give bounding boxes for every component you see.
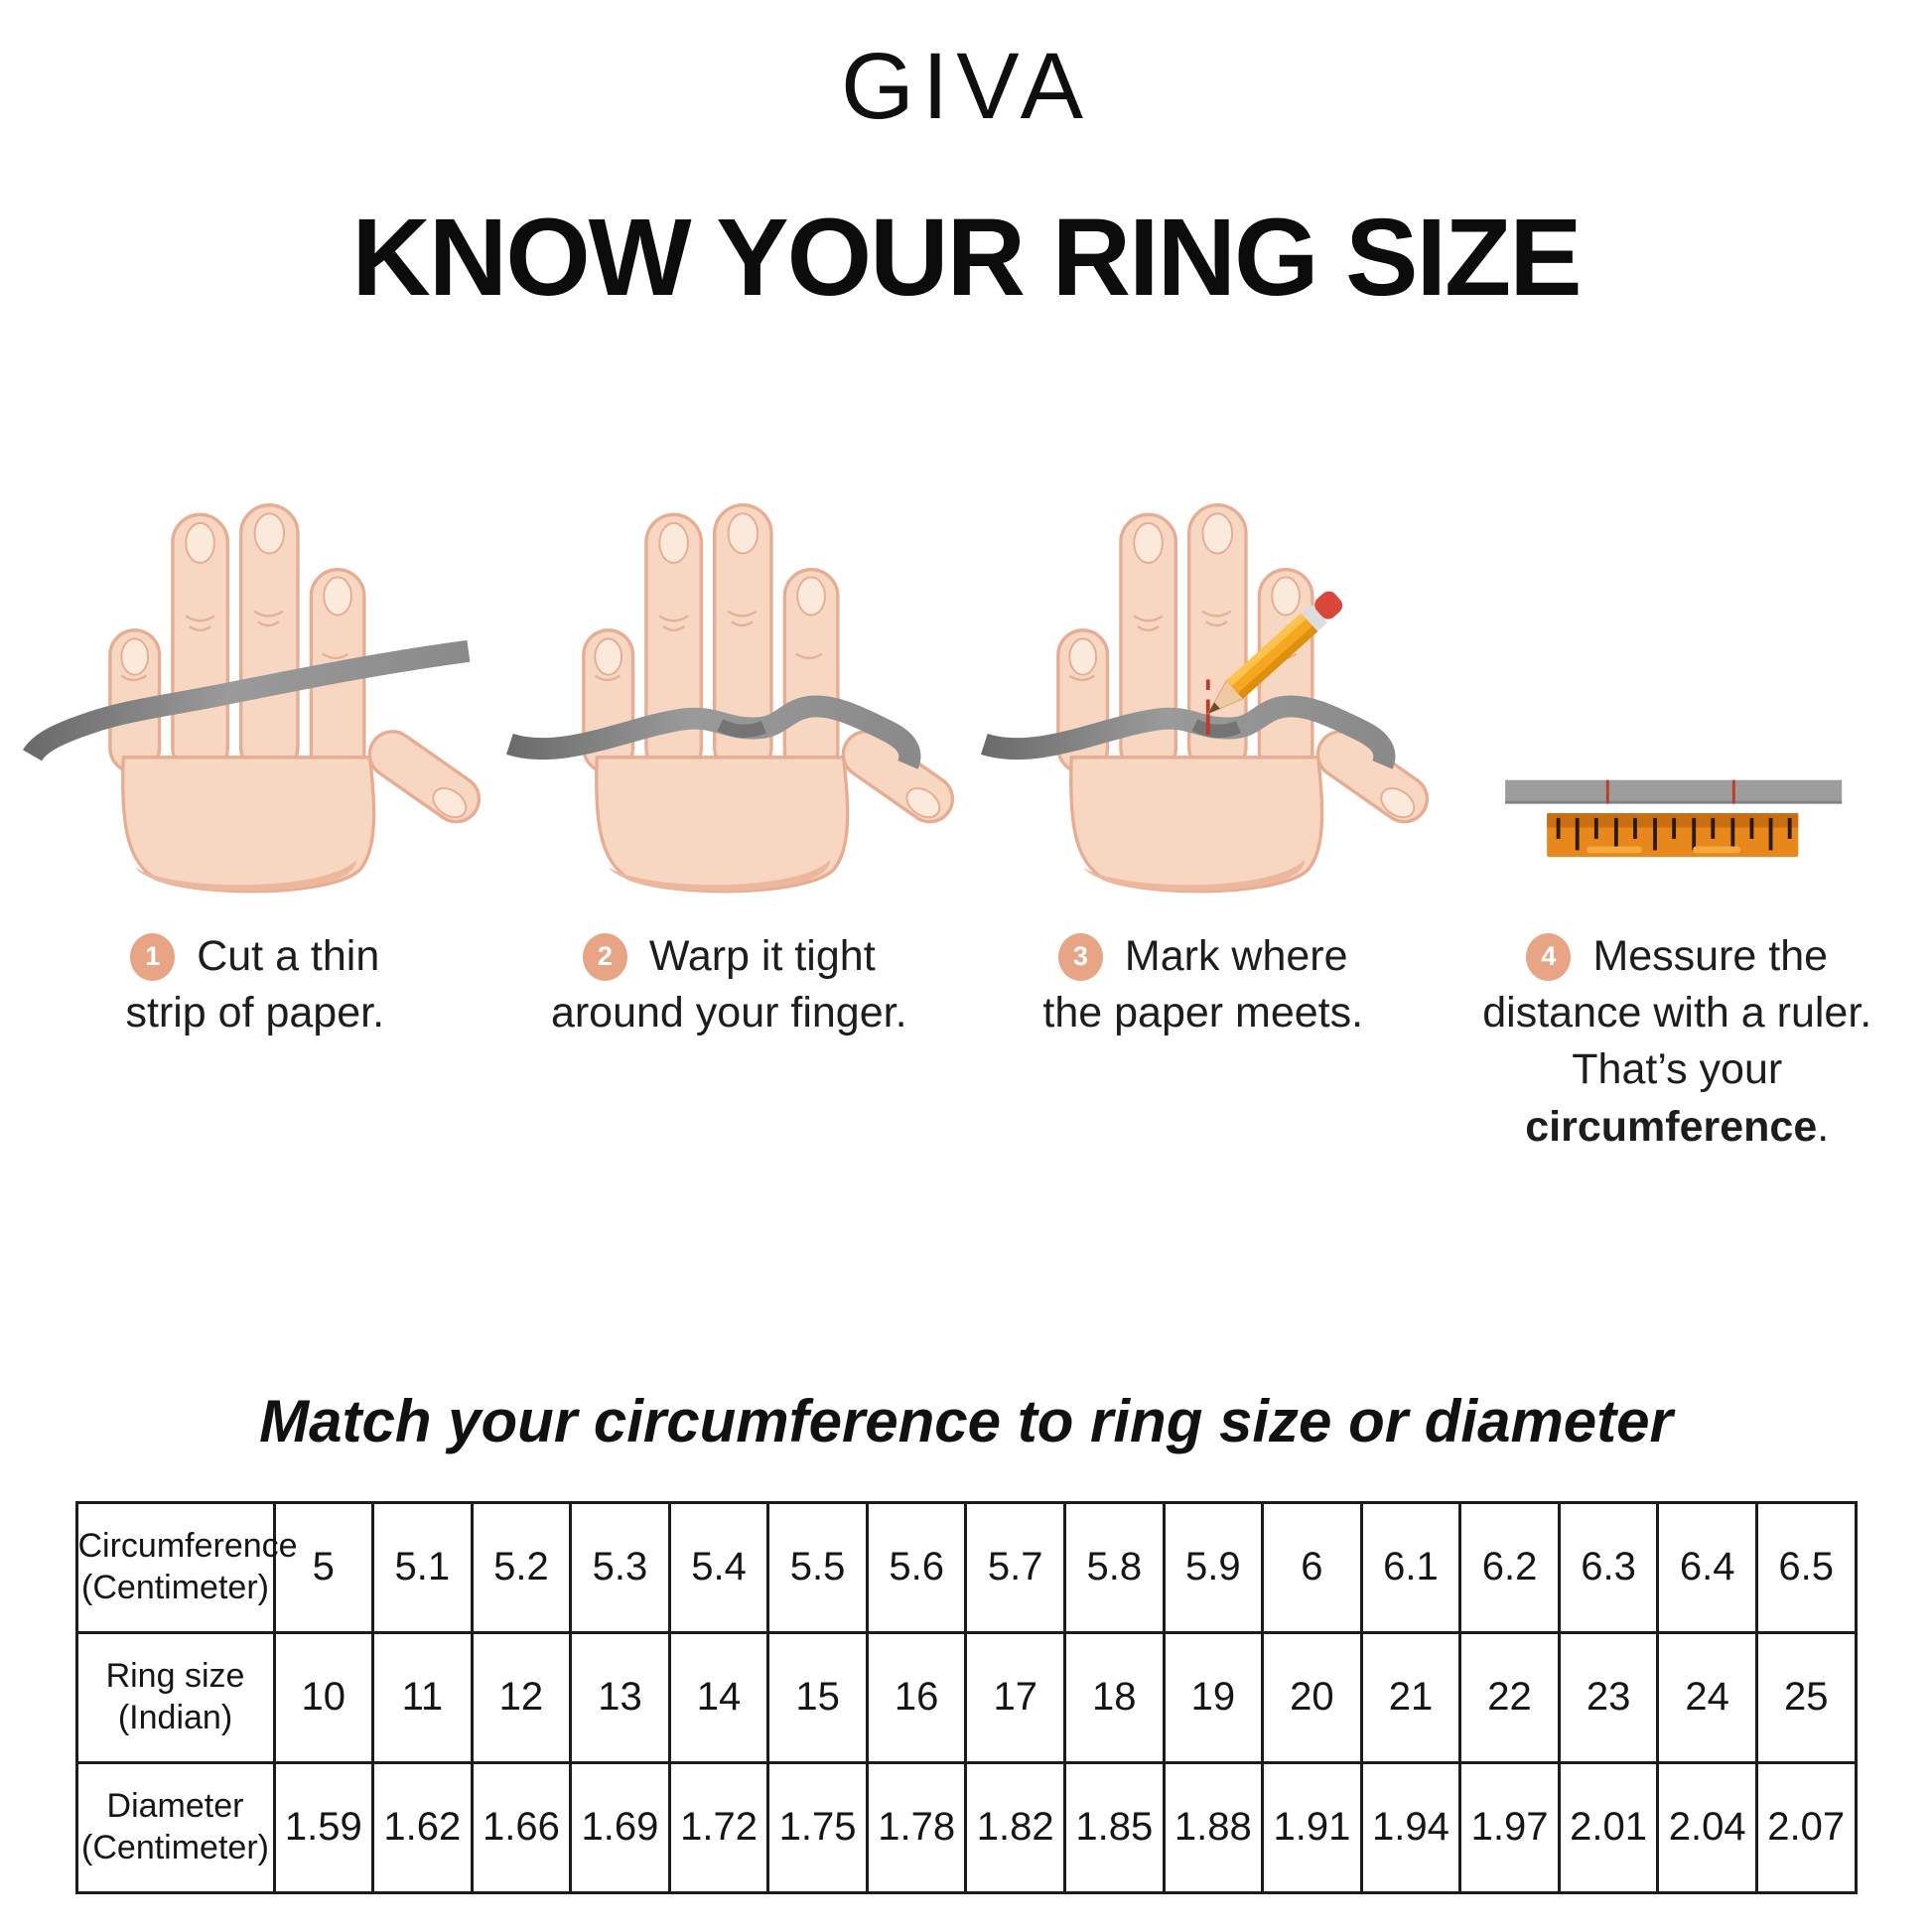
table-cell: 23 bbox=[1557, 1630, 1660, 1764]
table-cell: 6.1 bbox=[1359, 1500, 1462, 1634]
table-cell: 5.2 bbox=[470, 1500, 573, 1634]
table-cell: 6.3 bbox=[1557, 1500, 1660, 1634]
step-caption: 3 Mark where the paper meets. bbox=[1042, 928, 1363, 1041]
table-cell: 5.6 bbox=[865, 1500, 968, 1634]
pencil-icon bbox=[1206, 591, 1342, 715]
step-caption-line: strip of paper. bbox=[125, 989, 385, 1037]
table-row-label: Ring size (Indian) bbox=[74, 1630, 276, 1764]
step-number-badge: 1 bbox=[130, 932, 176, 981]
table-cell: 10 bbox=[272, 1630, 375, 1764]
step-2: 2 Warp it tight around your finger. bbox=[492, 420, 967, 1156]
step-number-badge: 4 bbox=[1526, 932, 1572, 981]
step-caption-line: Warp it tight bbox=[648, 932, 876, 980]
table-cell: 19 bbox=[1162, 1630, 1265, 1764]
step-caption: 2 Warp it tight around your finger. bbox=[551, 928, 907, 1041]
table-cell: 5.3 bbox=[569, 1500, 671, 1634]
hand-wrapped-strip-illustration bbox=[506, 503, 962, 894]
table-cell: 1.82 bbox=[964, 1760, 1066, 1894]
table-cell: 1.59 bbox=[272, 1760, 375, 1894]
paper-strip-icon bbox=[22, 639, 471, 762]
step-caption-line: Messure the bbox=[1592, 932, 1829, 980]
table-cell: 18 bbox=[1063, 1630, 1166, 1764]
step-caption-line: distance with a ruler. bbox=[1482, 989, 1872, 1037]
paper-strip-icon bbox=[980, 695, 1396, 769]
table-cell: 20 bbox=[1261, 1630, 1363, 1764]
step-caption-line: the paper meets. bbox=[1042, 989, 1364, 1037]
table-cell: 6.4 bbox=[1656, 1500, 1758, 1634]
table-cell: 2.07 bbox=[1754, 1760, 1858, 1894]
ring-size-table: Circumference (Centimeter) 5 5.1 5.2 5.3… bbox=[74, 1500, 1858, 1894]
paper-strip-twist bbox=[1191, 719, 1241, 738]
table-cell: 12 bbox=[470, 1630, 573, 1764]
table-cell: 21 bbox=[1359, 1630, 1462, 1764]
table-cell: 1.69 bbox=[569, 1760, 671, 1894]
table-cell: 5.9 bbox=[1162, 1500, 1265, 1634]
table-cell: 1.94 bbox=[1359, 1760, 1462, 1894]
table-cell: 5.1 bbox=[371, 1500, 474, 1634]
table-cell: 5.7 bbox=[964, 1500, 1066, 1634]
table-cell: 14 bbox=[667, 1630, 770, 1764]
table-row-ring-size: Ring size (Indian) 10 11 12 13 14 15 16 … bbox=[74, 1630, 1858, 1764]
page-title: KNOW YOUR RING SIZE bbox=[351, 197, 1582, 319]
table-cell: 16 bbox=[865, 1630, 968, 1764]
table-cell: 22 bbox=[1458, 1630, 1561, 1764]
table-cell: 17 bbox=[964, 1630, 1066, 1764]
table-cell: 6.2 bbox=[1458, 1500, 1561, 1634]
table-cell: 5.8 bbox=[1063, 1500, 1166, 1634]
table-row-circumference: Circumference (Centimeter) 5 5.1 5.2 5.3… bbox=[74, 1500, 1858, 1634]
paper-strip-icon bbox=[506, 695, 921, 769]
table-row-diameter: Diameter (Centimeter) 1.59 1.62 1.66 1.6… bbox=[74, 1760, 1858, 1894]
step-caption-line: That’s your circumference. bbox=[1525, 1045, 1830, 1151]
step-3: 3 Mark where the paper meets. bbox=[966, 420, 1441, 1156]
table-cell: 15 bbox=[766, 1630, 869, 1764]
step-caption-line: Cut a thin bbox=[197, 932, 380, 980]
step-caption: 4 Messure the distance with a ruler. Tha… bbox=[1441, 928, 1915, 1156]
table-cell: 24 bbox=[1656, 1630, 1758, 1764]
steps-row: 1 Cut a thin strip of paper. 2 Warp it t… bbox=[0, 420, 1932, 1156]
table-cell: 1.85 bbox=[1063, 1760, 1166, 1894]
table-cell: 5 bbox=[272, 1500, 375, 1634]
table-row-label: Circumference (Centimeter) bbox=[74, 1500, 298, 1634]
step-caption: 1 Cut a thin strip of paper. bbox=[125, 928, 384, 1041]
table-cell: 1.75 bbox=[766, 1760, 869, 1894]
hand-mark-pencil-illustration bbox=[980, 503, 1436, 894]
ruler-icon bbox=[1547, 813, 1799, 858]
table-cell: 1.88 bbox=[1162, 1760, 1265, 1894]
table-cell: 11 bbox=[371, 1630, 474, 1764]
table-cell: 1.97 bbox=[1458, 1760, 1561, 1894]
step-caption-line: around your finger. bbox=[550, 989, 907, 1037]
strip-and-ruler-illustration bbox=[1505, 779, 1843, 858]
table-cell: 1.72 bbox=[667, 1760, 770, 1894]
table-cell: 6.5 bbox=[1754, 1500, 1858, 1634]
table-cell: 13 bbox=[569, 1630, 671, 1764]
hand-with-paper-strip-illustration bbox=[22, 503, 487, 894]
table-heading: Match your circumference to ring size or… bbox=[259, 1387, 1673, 1454]
table-cell: 1.78 bbox=[865, 1760, 968, 1894]
table-cell: 1.91 bbox=[1261, 1760, 1363, 1894]
table-cell: 1.66 bbox=[470, 1760, 573, 1894]
step-1: 1 Cut a thin strip of paper. bbox=[18, 420, 492, 1156]
step-number-badge: 2 bbox=[582, 932, 627, 981]
table-row-label: Diameter (Centimeter) bbox=[74, 1760, 276, 1894]
step-number-badge: 3 bbox=[1057, 932, 1103, 981]
table-cell: 2.04 bbox=[1656, 1760, 1758, 1894]
table-cell: 6 bbox=[1261, 1500, 1363, 1634]
circumference-bold: circumference bbox=[1525, 1102, 1818, 1151]
step-4: 4 Messure the distance with a ruler. Tha… bbox=[1441, 420, 1915, 1156]
table-cell: 1.62 bbox=[371, 1760, 474, 1894]
table-cell: 5.5 bbox=[766, 1500, 869, 1634]
brand-logo: GIVA bbox=[841, 34, 1091, 139]
step-caption-line: Mark where bbox=[1124, 932, 1348, 980]
table-cell: 5.4 bbox=[667, 1500, 770, 1634]
paper-strip-twist bbox=[717, 719, 767, 738]
paper-strip-flat-icon bbox=[1505, 779, 1843, 804]
table-cell: 2.01 bbox=[1557, 1760, 1660, 1894]
table-cell: 25 bbox=[1754, 1630, 1858, 1764]
